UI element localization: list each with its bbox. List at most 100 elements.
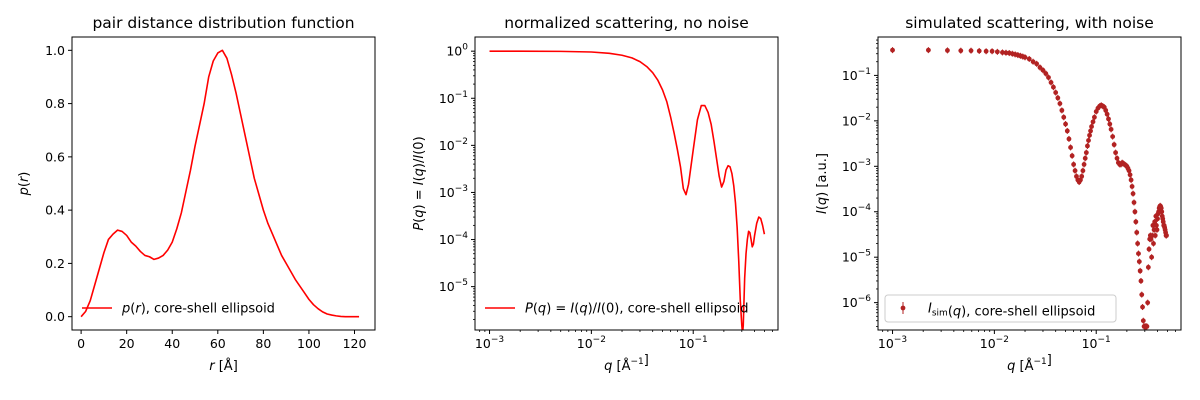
y-tick-label: 0.0 bbox=[45, 309, 65, 324]
y-tick-label: 10−1 bbox=[439, 90, 468, 106]
data-point bbox=[958, 48, 964, 54]
y-tick-label: 10−4 bbox=[439, 231, 468, 247]
y-tick-label: 1.0 bbox=[45, 43, 65, 58]
series-line bbox=[489, 50, 766, 330]
data-point bbox=[1150, 223, 1156, 228]
x-tick-label: 100 bbox=[297, 336, 321, 351]
panel-3: simulated scattering, with noise 10−3 10−2… bbox=[815, 14, 1182, 374]
data-point bbox=[1149, 254, 1155, 260]
x-axis-label: q [Å−1] bbox=[1007, 353, 1052, 374]
legend-marker bbox=[900, 305, 906, 311]
data-point bbox=[890, 47, 895, 53]
chart-title: simulated scattering, with noise bbox=[905, 14, 1154, 32]
data-point bbox=[1137, 268, 1143, 274]
plot-area bbox=[80, 49, 360, 318]
y-tick-label: 0.6 bbox=[45, 149, 65, 164]
data-point bbox=[1053, 90, 1059, 95]
data-point bbox=[1130, 191, 1136, 197]
data-point bbox=[1159, 209, 1165, 215]
data-point bbox=[1059, 107, 1065, 113]
data-point bbox=[1140, 304, 1145, 310]
data-point bbox=[1026, 56, 1032, 62]
data-point bbox=[983, 48, 989, 54]
data-point bbox=[1092, 114, 1097, 120]
data-point bbox=[1145, 264, 1151, 270]
data-point bbox=[1134, 230, 1140, 235]
data-point bbox=[945, 48, 950, 53]
data-point bbox=[1154, 227, 1160, 233]
data-point bbox=[1051, 84, 1056, 90]
legend-box bbox=[884, 294, 1117, 323]
data-point bbox=[1154, 223, 1159, 228]
data-point bbox=[1085, 143, 1090, 149]
data-point bbox=[1126, 168, 1132, 174]
data-point bbox=[1139, 292, 1145, 298]
data-point bbox=[1043, 71, 1049, 76]
data-point bbox=[1046, 75, 1051, 80]
data-point bbox=[1055, 95, 1061, 101]
data-point bbox=[1081, 162, 1087, 167]
axes-frame bbox=[71, 36, 376, 331]
y-tick-label: 10−4 bbox=[842, 203, 871, 219]
data-point bbox=[1135, 241, 1141, 246]
data-point bbox=[1138, 278, 1144, 284]
x-tick-label: 10−3 bbox=[878, 335, 907, 351]
data-point bbox=[1089, 124, 1094, 129]
data-point bbox=[1068, 145, 1073, 150]
x-axis-label: r [Å] bbox=[209, 358, 238, 374]
chart-title: normalized scattering, no noise bbox=[504, 14, 749, 32]
data-point bbox=[1080, 168, 1086, 174]
x-tick-label: 40 bbox=[164, 336, 180, 351]
data-point bbox=[1129, 184, 1135, 189]
data-point bbox=[1155, 216, 1160, 222]
data-point bbox=[1140, 318, 1146, 324]
y-tick-label: 10−2 bbox=[439, 137, 468, 153]
data-point bbox=[1090, 119, 1096, 125]
y-tick-label: 0.4 bbox=[45, 203, 65, 218]
data-point bbox=[1104, 111, 1110, 117]
legend: p(r), core-shell ellipsoid bbox=[82, 302, 275, 317]
data-point bbox=[925, 47, 931, 53]
x-tick-label: 10−2 bbox=[980, 335, 1009, 351]
data-point bbox=[1072, 168, 1078, 174]
panel-1: pair distance distribution function 0 20 40… bbox=[17, 14, 376, 374]
y-tick-label: 10−3 bbox=[842, 158, 871, 174]
data-point bbox=[1048, 80, 1054, 85]
data-point bbox=[1152, 233, 1158, 238]
data-point bbox=[1111, 142, 1117, 148]
data-point bbox=[1114, 155, 1120, 161]
y-axis-label: I(q) [a.u.] bbox=[815, 153, 830, 214]
data-point bbox=[1079, 173, 1085, 179]
y-tick-label: 10−5 bbox=[842, 249, 871, 265]
x-tick-label: 120 bbox=[343, 336, 367, 351]
data-point bbox=[1164, 233, 1169, 238]
data-point bbox=[1040, 67, 1046, 73]
data-point bbox=[1000, 50, 1005, 55]
data-point bbox=[1136, 251, 1141, 256]
x-tick-label: 20 bbox=[119, 336, 135, 351]
data-point bbox=[1069, 153, 1075, 159]
data-point bbox=[1128, 177, 1134, 183]
legend: P(q) = I(q)/I(0), core-shell ellipsoid bbox=[485, 302, 748, 317]
y-tick-label: 10−5 bbox=[439, 278, 468, 294]
x-axis-label: q [Å−1] bbox=[604, 353, 649, 374]
data-point bbox=[1064, 128, 1070, 134]
plot-area bbox=[489, 50, 766, 330]
data-point bbox=[1131, 200, 1137, 205]
x-tick-label: 10−1 bbox=[1082, 335, 1111, 351]
data-point bbox=[1133, 219, 1139, 225]
data-point bbox=[1087, 132, 1092, 138]
panel-2: normalized scattering, no noise 10−3 10−2 1… bbox=[412, 14, 779, 374]
data-point bbox=[1152, 219, 1158, 225]
x-tick-label: 0 bbox=[77, 336, 85, 351]
y-tick-label: 10−3 bbox=[439, 184, 468, 200]
y-tick-label: 10−2 bbox=[842, 112, 871, 128]
data-point bbox=[1107, 121, 1113, 127]
data-point bbox=[1063, 121, 1068, 127]
axes-frame bbox=[474, 36, 779, 331]
data-point bbox=[1086, 138, 1091, 143]
data-point bbox=[1108, 126, 1114, 132]
data-point bbox=[1127, 172, 1133, 178]
legend-label: p(r), core-shell ellipsoid bbox=[121, 302, 275, 317]
